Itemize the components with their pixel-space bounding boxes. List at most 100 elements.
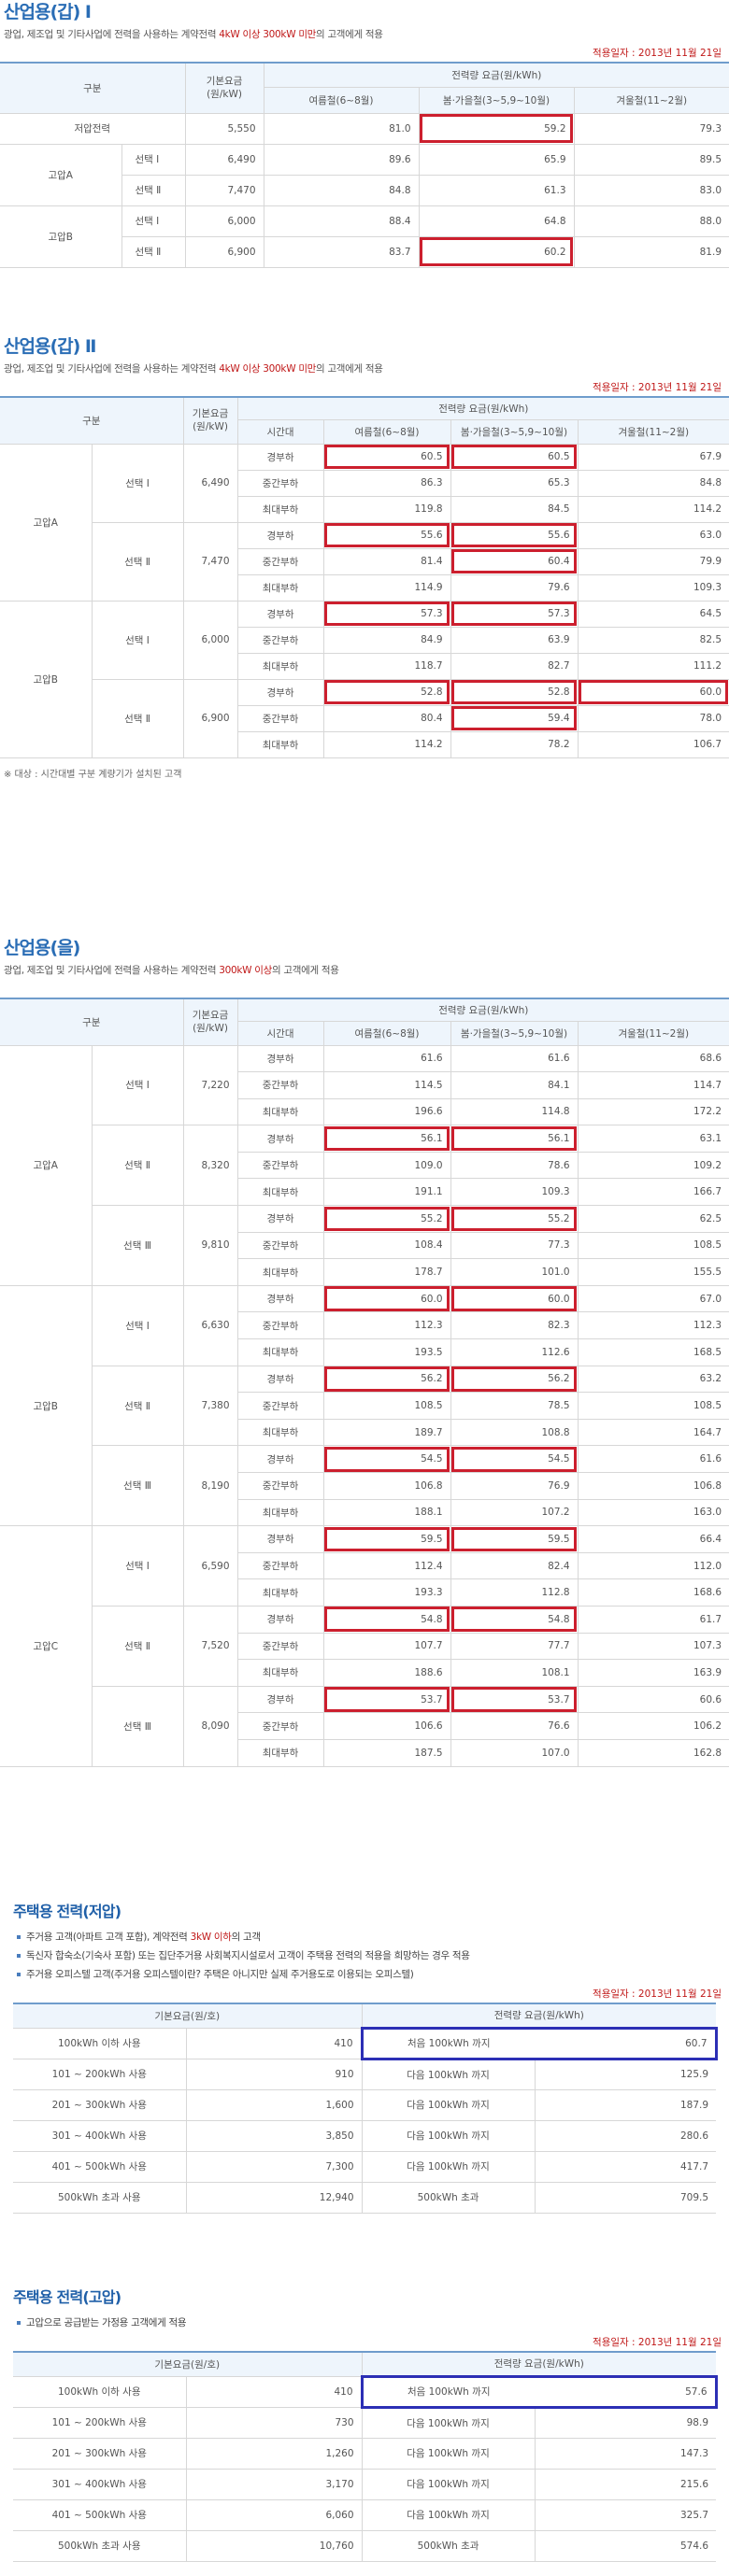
spring-fall-rate: 54.8 <box>450 1606 579 1634</box>
base-charge: 6,000 <box>183 601 238 680</box>
header-winter: 겨울철(11~2월) <box>574 87 729 114</box>
spring-fall-rate: 61.6 <box>450 1045 579 1073</box>
summer-rate: 54.8 <box>323 1606 451 1634</box>
base-charge: 6,490 <box>183 444 238 523</box>
summer-rate: 89.6 <box>264 144 420 176</box>
winter-rate: 114.7 <box>578 1071 729 1099</box>
condition-list: 주거용 고객(아파트 고객 포함), 계약전력 3kW 이하의 고객 독신자 합숙… <box>0 1926 729 1986</box>
effective-date: 적용일자 : 2013년 11월 21일 <box>593 1989 722 2000</box>
base-charge: 910 <box>186 2059 363 2090</box>
row-group: 고압C <box>0 1525 93 1767</box>
winter-rate: 81.9 <box>574 236 729 268</box>
section-industrial-b: 산업용(을) 광업, 제조업 및 기타사업에 전력을 사용하는 계약전력 300… <box>0 936 729 1767</box>
header-winter: 겨울철(11~2월) <box>578 1021 729 1046</box>
summer-rate: 118.7 <box>323 653 451 680</box>
summer-rate: 56.1 <box>323 1125 451 1153</box>
usage-range: 100kWh 이하 사용 <box>13 2028 187 2059</box>
summer-rate: 106.8 <box>323 1472 451 1500</box>
spring-fall-rate: 54.5 <box>450 1445 579 1473</box>
section-industrial-a2: 산업용(갑) Ⅱ 광업, 제조업 및 기타사업에 전력을 사용하는 계약전력 4… <box>0 334 729 785</box>
spring-fall-rate: 112.6 <box>450 1338 579 1366</box>
time-band: 최대부하 <box>237 1098 324 1126</box>
summer-rate: 59.5 <box>323 1525 451 1553</box>
desc-text: 광업, 제조업 및 기타사업에 전력을 사용하는 계약전력 <box>4 965 220 976</box>
time-band: 최대부하 <box>237 574 324 602</box>
time-band: 경부하 <box>237 1045 324 1073</box>
time-band: 최대부하 <box>237 1659 324 1687</box>
summer-rate: 119.8 <box>323 496 451 523</box>
spring-fall-rate: 82.3 <box>450 1311 579 1340</box>
summer-rate: 112.3 <box>323 1311 451 1340</box>
base-charge: 6,630 <box>183 1285 238 1366</box>
summer-rate: 53.7 <box>323 1686 451 1714</box>
usage-range: 201 ~ 300kWh 사용 <box>13 2438 187 2470</box>
winter-rate: 63.2 <box>578 1366 729 1394</box>
table-row: 중간부하 86.3 65.3 84.8 <box>0 470 729 497</box>
table-row: 최대부하 119.8 84.5 114.2 <box>0 496 729 523</box>
table-row: 선택 Ⅲ 9,810 경부하 55.2 55.2 62.5 <box>0 1205 729 1286</box>
winter-rate: 62.5 <box>578 1205 729 1233</box>
winter-rate: 112.3 <box>578 1311 729 1340</box>
summer-rate: 84.8 <box>264 175 420 206</box>
winter-rate: 66.4 <box>578 1525 729 1553</box>
header-winter: 겨울철(11~2월) <box>578 419 729 445</box>
effective-date: 적용일자 : 2013년 11월 21일 <box>593 382 722 393</box>
time-band: 경부하 <box>237 1125 324 1153</box>
table-row: 최대부하 187.5 107.0 162.8 <box>0 1739 729 1767</box>
table-row: 최대부하 188.6 108.1 163.9 <box>0 1659 729 1687</box>
tier-label: 처음 100kWh 까지 <box>360 2374 536 2409</box>
summer-rate: 52.8 <box>323 679 451 706</box>
header-energy-charge: 전력량 요금(원/kWh) <box>362 2352 717 2377</box>
spring-fall-rate: 59.4 <box>450 705 579 732</box>
usage-range: 301 ~ 400kWh 사용 <box>13 2120 187 2152</box>
time-band: 경부하 <box>237 601 324 628</box>
desc-highlight: 4kW 이상 300kW 미만 <box>219 363 317 375</box>
rate-table: 구분 기본요금 (원/kW) 전력량 요금(원/kWh) 시간대 여름철(6~8… <box>0 998 729 1767</box>
tier-label: 처음 100kWh 까지 <box>360 2026 536 2060</box>
spring-fall-rate: 78.6 <box>450 1152 579 1180</box>
usage-range: 500kWh 초과 사용 <box>13 2530 187 2562</box>
summer-rate: 84.9 <box>323 627 451 654</box>
header-spring-fall: 봄·가을철(3~5,9~10월) <box>450 419 579 445</box>
spring-fall-rate: 59.5 <box>450 1525 579 1553</box>
table-row: 선택 Ⅱ 6,900 경부하 52.8 52.8 60.0 <box>0 679 729 758</box>
table-row: 선택 Ⅱ 7,380 경부하 56.2 56.2 63.2 <box>0 1366 729 1447</box>
desc-text-end: 의 고객에게 적용 <box>272 965 339 976</box>
condition-item: 독신자 합숙소(기숙사 포함) 또는 집단주거용 사회복지시설로서 고객이 주택… <box>17 1946 712 1965</box>
winter-rate: 163.0 <box>578 1499 729 1527</box>
table-row: 선택 Ⅱ 6,900 83.7 60.2 81.9 <box>0 236 729 268</box>
table-row: 고압B 선택 Ⅰ 6,630 경부하 60.0 60.0 67.0 <box>0 1285 729 1527</box>
spring-fall-rate: 108.1 <box>450 1659 579 1687</box>
tier-label: 500kWh 초과 <box>362 2182 536 2214</box>
section-industrial-a1: 산업용(갑) I 광업, 제조업 및 기타사업에 전력을 사용하는 계약전력 4… <box>0 0 729 268</box>
spring-fall-rate: 52.8 <box>450 679 579 706</box>
spring-fall-rate: 109.3 <box>450 1178 579 1207</box>
table-row: 401 ~ 500kWh 사용 6,060 다음 100kWh 까지 325.7 <box>13 2499 717 2531</box>
winter-rate: 111.2 <box>578 653 729 680</box>
tier-label: 다음 100kWh 까지 <box>362 2151 536 2183</box>
spring-fall-rate: 114.8 <box>450 1098 579 1126</box>
spring-fall-rate: 64.8 <box>419 205 575 237</box>
base-charge: 6,060 <box>186 2499 363 2531</box>
desc-text-end: 의 고객에게 적용 <box>316 29 383 40</box>
table-row: 최대부하 193.3 112.8 168.6 <box>0 1578 729 1606</box>
spring-fall-rate: 84.1 <box>450 1071 579 1099</box>
table-row: 선택 Ⅱ 8,320 경부하 56.1 56.1 63.1 <box>0 1125 729 1207</box>
base-charge: 730 <box>186 2407 363 2439</box>
base-charge: 7,380 <box>183 1366 238 1447</box>
winter-rate: 108.5 <box>578 1232 729 1260</box>
base-charge: 9,810 <box>183 1205 238 1286</box>
table-row: 선택 Ⅲ 8,090 경부하 53.7 53.7 60.6 <box>0 1686 729 1767</box>
tier-rate: 57.6 <box>535 2374 718 2409</box>
tier-rate: 709.5 <box>535 2182 717 2214</box>
base-charge: 7,470 <box>185 175 264 206</box>
section-title: 산업용(갑) Ⅱ <box>4 336 96 357</box>
winter-rate: 89.5 <box>574 144 729 176</box>
header-summer: 여름철(6~8월) <box>264 87 420 114</box>
time-band: 중간부하 <box>237 705 324 732</box>
table-row: 201 ~ 300kWh 사용 1,260 다음 100kWh 까지 147.3 <box>13 2438 717 2470</box>
summer-rate: 55.6 <box>323 522 451 549</box>
condition-item: 주거용 오피스텔 고객(주거용 오피스텔이란? 주택은 아니지만 실제 주거용도… <box>17 1965 712 1984</box>
summer-rate: 60.5 <box>323 444 451 471</box>
header-energy-charge: 전력량 요금(원/kWh) <box>264 63 729 88</box>
